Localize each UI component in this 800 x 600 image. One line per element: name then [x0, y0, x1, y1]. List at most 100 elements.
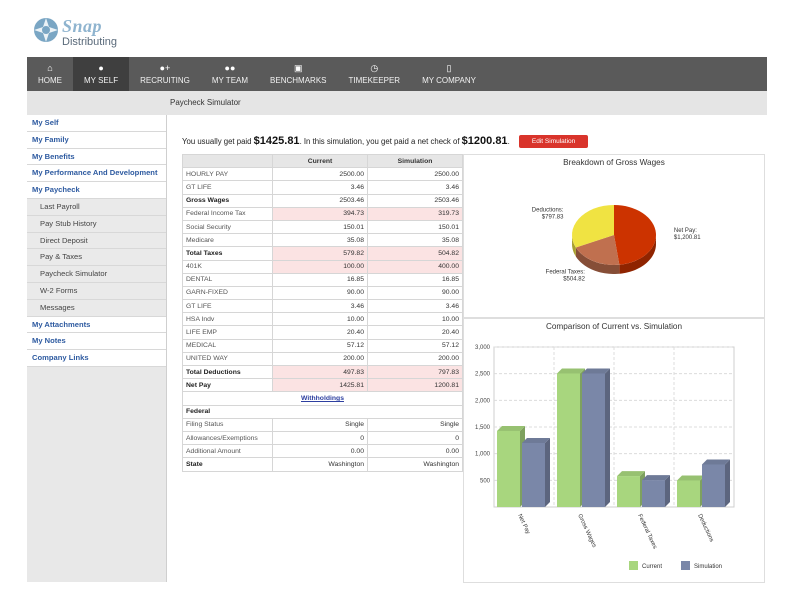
- row-label: MEDICAL: [182, 338, 273, 353]
- edit-simulation-button[interactable]: Edit Simulation: [518, 135, 589, 149]
- row-label: Total Deductions: [182, 364, 273, 380]
- sidebar-item-my-family[interactable]: My Family: [27, 131, 166, 149]
- row-label: Medicare: [182, 233, 273, 248]
- table-row: Additional Amount 0.00 0.00: [182, 444, 463, 459]
- bar-top-current: [497, 425, 525, 431]
- bar-simulation-deductions[interactable]: [702, 464, 725, 507]
- bar-current-net-pay[interactable]: [497, 430, 520, 507]
- simulated-pay-amount: $1200.81: [461, 135, 508, 147]
- table-row: Total Deductions 497.83 797.83: [182, 364, 463, 380]
- pie-label: Federal Taxes:: [546, 269, 586, 275]
- row-label: Filing Status: [182, 417, 273, 432]
- row-label: State: [182, 457, 273, 472]
- bar-current-deductions[interactable]: [677, 480, 700, 507]
- table-row: LIFE EMP 20.40 20.40: [182, 325, 463, 340]
- nav-my-team[interactable]: ●● MY TEAM: [201, 57, 259, 91]
- current-value: 579.82: [272, 246, 368, 261]
- bar-current-gross-wages[interactable]: [557, 373, 580, 507]
- sidebar-item-pay-stub-history[interactable]: Pay Stub History: [27, 215, 166, 233]
- logo-subtitle: Distributing: [62, 36, 118, 48]
- pie-value-label: $1,200.81: [674, 235, 701, 241]
- federal-section-label: Federal: [182, 404, 463, 419]
- table-row: Allowances/Exemptions 0 0: [182, 430, 463, 446]
- nav-label: HOME: [38, 76, 62, 85]
- team-icon: ●●: [224, 63, 236, 73]
- nav-my-company[interactable]: ▯ MY COMPANY: [411, 57, 487, 91]
- company-logo[interactable]: Snap Distributing: [32, 14, 152, 50]
- sidebar-item-my-paycheck[interactable]: My Paycheck: [27, 182, 166, 199]
- simulation-value: Washington: [367, 457, 463, 472]
- sidebar-item-my-notes[interactable]: My Notes: [27, 333, 166, 351]
- bar-simulation-gross-wages[interactable]: [582, 373, 605, 507]
- pie-chart-panel: Breakdown of Gross Wages Net Pay: $1,200.…: [463, 154, 765, 318]
- pie-value-label: $504.82: [563, 276, 585, 282]
- current-value: 394.73: [272, 206, 368, 221]
- nav-recruiting[interactable]: ●+ RECRUITING: [129, 57, 201, 91]
- simulation-value: 0: [367, 430, 463, 446]
- nav-timekeeper[interactable]: ◷ TIMEKEEPER: [337, 57, 411, 91]
- benchmarks-icon: ▣: [294, 63, 303, 73]
- simulation-value: 20.40: [367, 325, 463, 340]
- pie-chart-title: Breakdown of Gross Wages: [563, 158, 665, 167]
- page-title: Paycheck Simulator: [170, 98, 241, 107]
- nav-label: MY SELF: [84, 76, 119, 85]
- table-row: 401K 100.00 400.00: [182, 259, 463, 274]
- legend-swatch-current: [629, 561, 638, 570]
- simulation-value: 200.00: [367, 351, 463, 367]
- nav-my-self[interactable]: ● MY SELF: [73, 57, 130, 91]
- y-tick-label: 500: [480, 478, 491, 484]
- table-row: Filing Status Single Single: [182, 417, 463, 432]
- sidebar-item-direct-deposit[interactable]: Direct Deposit: [27, 232, 166, 250]
- row-label: Net Pay: [182, 378, 273, 393]
- bar-simulation-net-pay[interactable]: [522, 442, 545, 507]
- current-value: 1425.81: [272, 378, 368, 393]
- sidebar-item-pay-taxes[interactable]: Pay & Taxes: [27, 249, 166, 267]
- pie-slice-federal-taxes[interactable]: [575, 235, 620, 265]
- nav-home[interactable]: ⌂ HOME: [27, 57, 73, 91]
- current-value: 0: [272, 430, 368, 446]
- bar-top-simulation: [522, 437, 550, 443]
- simulation-value: 57.12: [367, 338, 463, 353]
- table-row: Total Taxes 579.82 504.82: [182, 246, 463, 261]
- sidebar-item-my-benefits[interactable]: My Benefits: [27, 148, 166, 166]
- y-tick-label: 1,500: [475, 425, 491, 431]
- withholdings-link[interactable]: Withholdings: [301, 394, 344, 402]
- bar-current-federal-taxes[interactable]: [617, 476, 640, 507]
- pie-slice-deductions[interactable]: [572, 205, 614, 248]
- sidebar-item-paycheck-simulator[interactable]: Paycheck Simulator: [27, 266, 166, 283]
- current-value: 20.40: [272, 325, 368, 340]
- current-value: Single: [272, 417, 368, 432]
- sidebar-item-last-payroll[interactable]: Last Payroll: [27, 198, 166, 216]
- current-value: Washington: [272, 457, 368, 472]
- sidebar-item-company-links[interactable]: Company Links: [27, 350, 166, 367]
- row-label: Allowances/Exemptions: [182, 430, 273, 446]
- y-tick-label: 1,000: [475, 452, 491, 458]
- sidebar-item-w-2-forms[interactable]: W-2 Forms: [27, 282, 166, 300]
- pay-message-mid: . In this simulation, you get paid a net…: [299, 137, 462, 146]
- current-value: 497.83: [272, 364, 368, 380]
- x-tick-label: Gross Wages: [576, 513, 597, 548]
- current-value: 2503.46: [272, 193, 368, 208]
- bar-simulation-federal-taxes[interactable]: [642, 480, 665, 507]
- sidebar-item-my-self[interactable]: My Self: [27, 115, 166, 132]
- row-label: 401K: [182, 259, 273, 274]
- bar-top-simulation: [582, 368, 610, 374]
- x-tick-label: Deductions: [696, 513, 714, 543]
- current-value: 35.08: [272, 233, 368, 248]
- main-content: You usually get paid $1425.81. In this s…: [167, 115, 767, 583]
- simulation-value: 16.85: [367, 272, 463, 287]
- x-tick-label: Net Pay: [516, 513, 530, 535]
- nav-benchmarks[interactable]: ▣ BENCHMARKS: [259, 57, 337, 91]
- simulation-value: 0.00: [367, 444, 463, 459]
- table-row: HSA Indv 10.00 10.00: [182, 312, 463, 327]
- sidebar-item-messages[interactable]: Messages: [27, 299, 166, 317]
- simulation-value: 3.46: [367, 299, 463, 314]
- pie-slice-net-pay[interactable]: [614, 205, 656, 265]
- current-value: 200.00: [272, 351, 368, 367]
- row-label: DENTAL: [182, 272, 273, 287]
- simulation-value: 1200.81: [367, 378, 463, 393]
- sidebar-item-my-performance-and-development[interactable]: My Performance And Development: [27, 165, 166, 183]
- sidebar-item-my-attachments[interactable]: My Attachments: [27, 316, 166, 334]
- row-label: Social Security: [182, 219, 273, 235]
- table-row: Gross Wages 2503.46 2503.46: [182, 193, 463, 208]
